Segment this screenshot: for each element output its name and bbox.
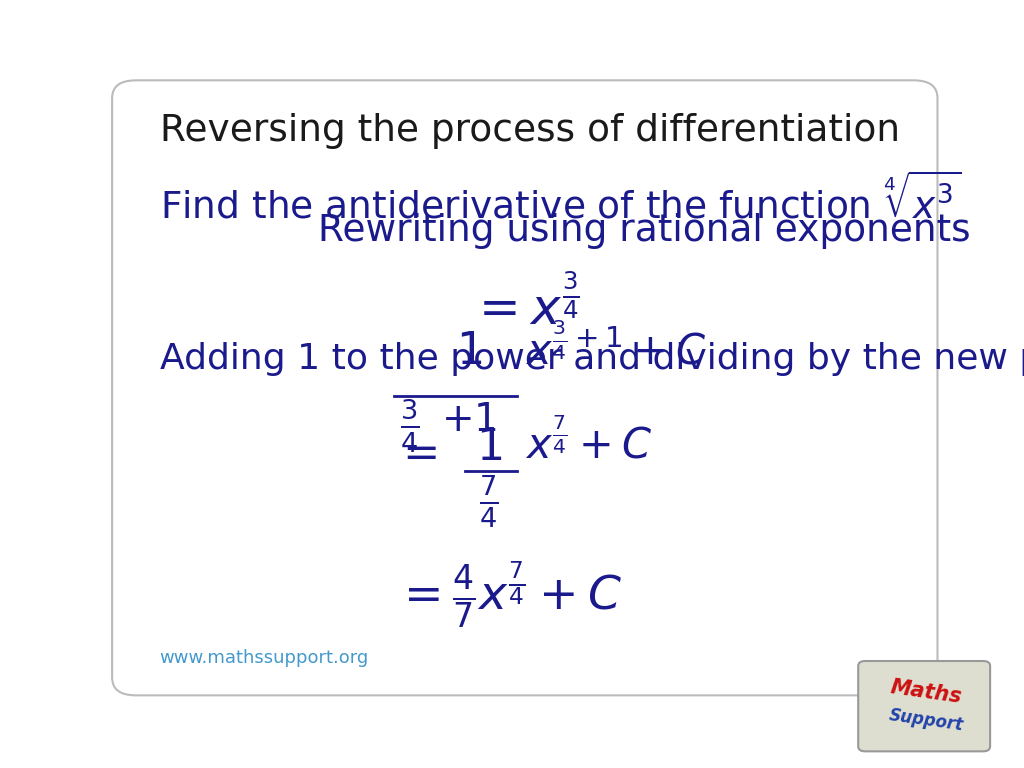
Text: www.mathssupport.org: www.mathssupport.org <box>160 649 369 667</box>
Text: Adding 1 to the power and dividing by the new power gives:: Adding 1 to the power and dividing by th… <box>160 342 1024 376</box>
Text: Maths: Maths <box>890 677 964 707</box>
Text: $1$: $1$ <box>476 425 502 468</box>
Text: $=$: $=$ <box>394 432 437 475</box>
Text: $x^{\frac{7}{4}} + C$: $x^{\frac{7}{4}} + C$ <box>524 419 652 468</box>
Text: $+ 1$: $+ 1$ <box>441 402 498 439</box>
Text: $= \frac{4}{7} x^{\frac{7}{4}} + C$: $= \frac{4}{7} x^{\frac{7}{4}} + C$ <box>394 559 622 631</box>
Text: Reversing the process of differentiation: Reversing the process of differentiation <box>160 113 900 149</box>
Text: $\frac{3}{4}$: $\frac{3}{4}$ <box>400 397 420 455</box>
Text: $\frac{7}{4}$: $\frac{7}{4}$ <box>479 473 499 530</box>
FancyBboxPatch shape <box>113 81 938 695</box>
Text: $x^{\frac{3}{4}+1} + C$: $x^{\frac{3}{4}+1} + C$ <box>524 324 707 373</box>
Text: $= x^{\frac{3}{4}}$: $= x^{\frac{3}{4}}$ <box>469 279 581 336</box>
Text: $1$: $1$ <box>456 330 482 373</box>
FancyBboxPatch shape <box>858 661 990 751</box>
Text: Find the antiderivative of the function $\sqrt[4]{x^3}$: Find the antiderivative of the function … <box>160 174 961 226</box>
Text: Support: Support <box>888 707 965 735</box>
Text: Rewriting using rational exponents: Rewriting using rational exponents <box>318 214 971 250</box>
